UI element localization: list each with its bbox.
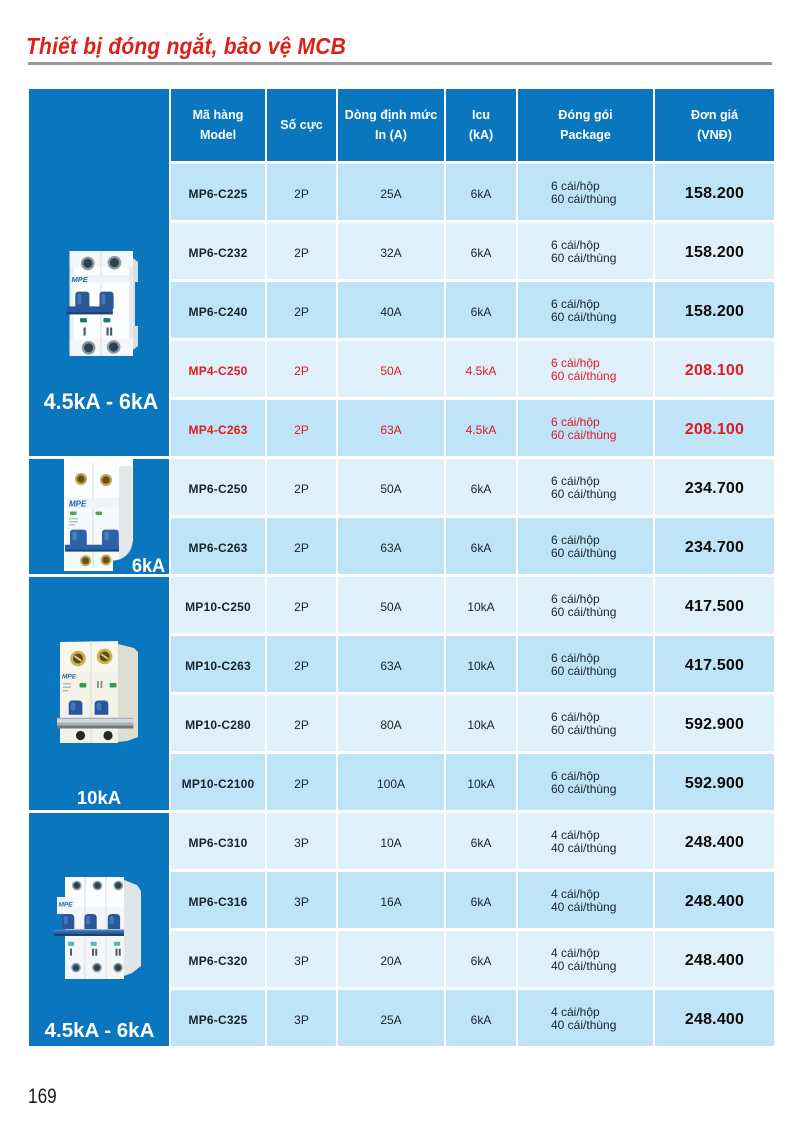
svg-text:MPE: MPE <box>62 674 77 681</box>
svg-text:MPE: MPE <box>72 275 89 284</box>
svg-text:MPE: MPE <box>59 902 74 909</box>
svg-text:MPE: MPE <box>69 500 87 509</box>
